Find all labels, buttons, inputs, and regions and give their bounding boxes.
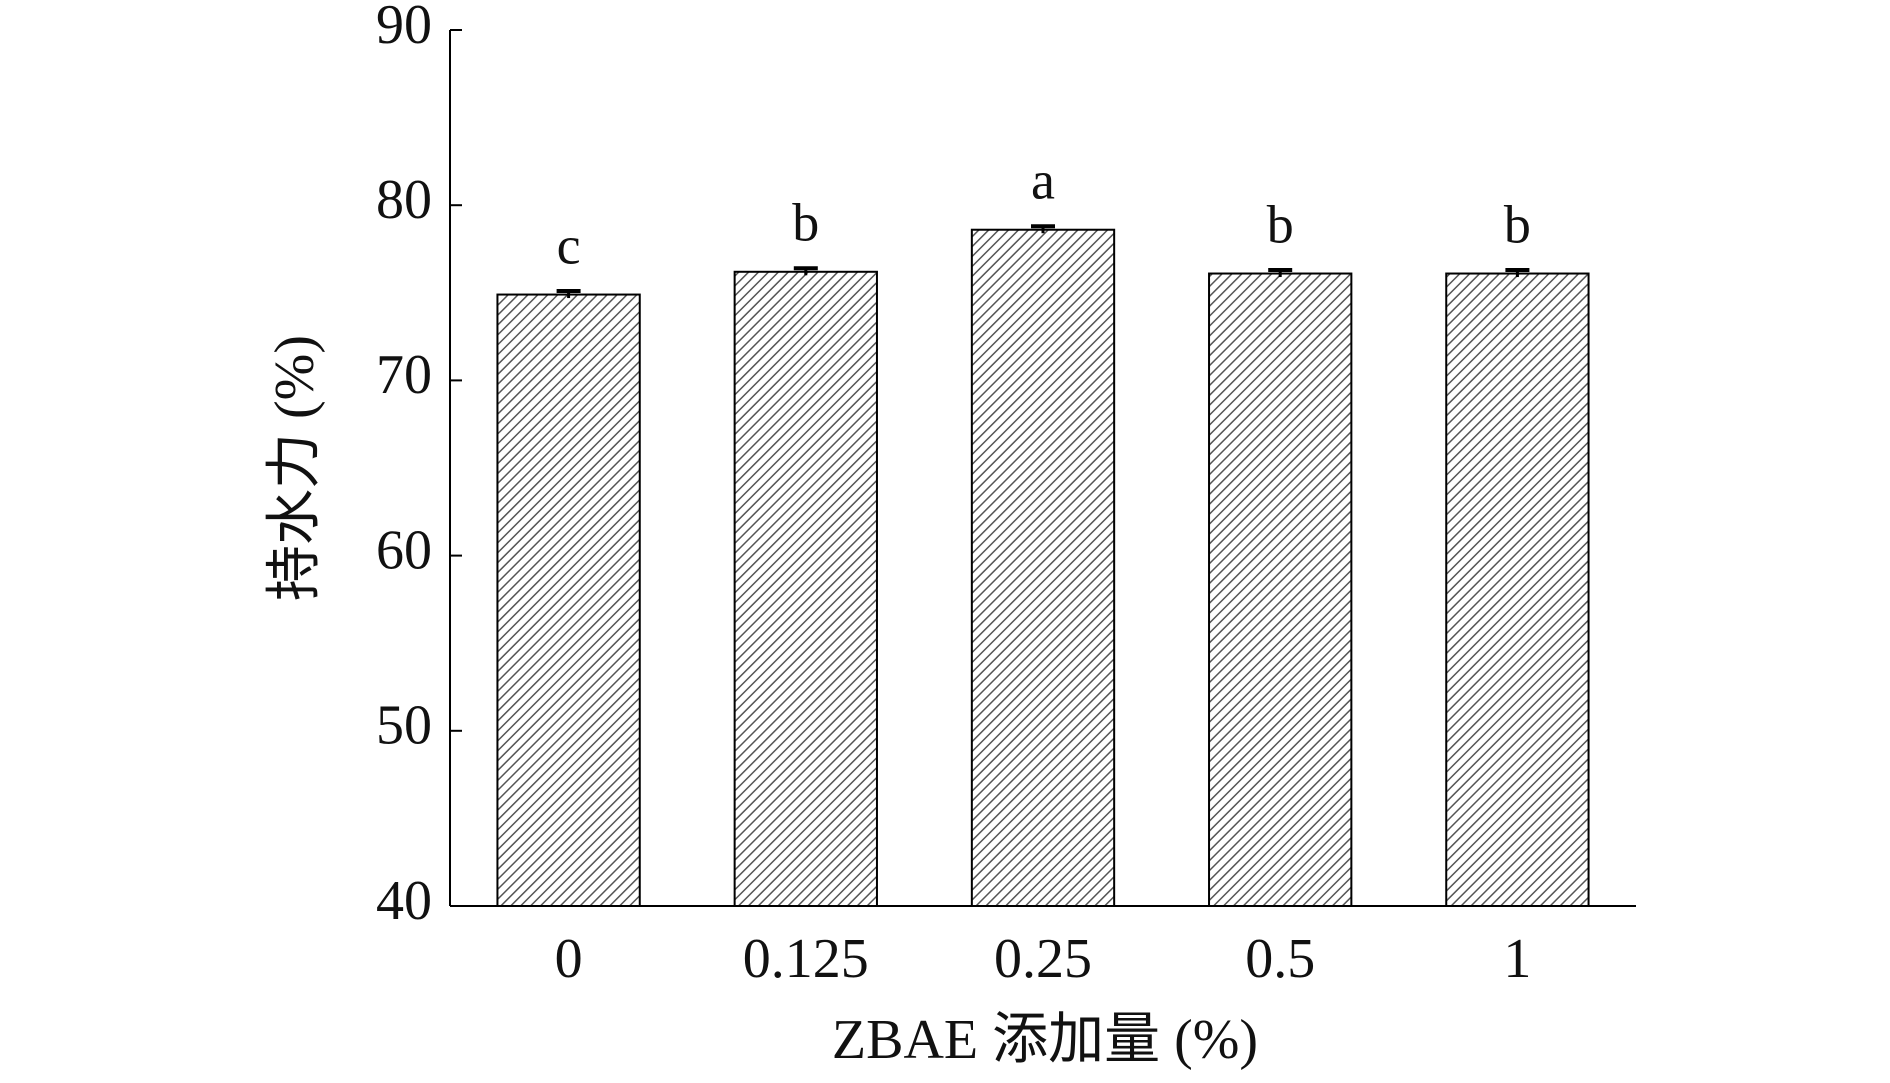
bar	[496, 293, 641, 907]
bar	[733, 270, 878, 907]
x-axis-title: ZBAE 添加量 (%)	[832, 1009, 1258, 1071]
x-tick-label: 0	[555, 928, 583, 990]
y-axis-title: 持水力 (%)	[264, 335, 326, 601]
x-tick-label: 1	[1503, 928, 1531, 990]
significance-letter: b	[1504, 194, 1531, 254]
y-tick-label: 60	[376, 519, 432, 581]
significance-letter: b	[1267, 194, 1294, 254]
significance-letter: a	[1031, 151, 1055, 211]
bar	[1445, 272, 1590, 907]
bar	[970, 228, 1116, 907]
x-tick-label: 0.25	[994, 928, 1092, 990]
y-tick-label: 90	[376, 0, 432, 56]
x-tick-label: 0.125	[743, 928, 869, 990]
y-tick-label: 50	[376, 695, 432, 757]
bar	[1208, 272, 1353, 907]
y-tick-label: 40	[376, 870, 432, 932]
x-tick-label: 0.5	[1245, 928, 1315, 990]
significance-letter: b	[792, 193, 819, 253]
y-tick-label: 70	[376, 344, 432, 406]
significance-letter: c	[557, 215, 581, 275]
y-tick-label: 80	[376, 169, 432, 231]
